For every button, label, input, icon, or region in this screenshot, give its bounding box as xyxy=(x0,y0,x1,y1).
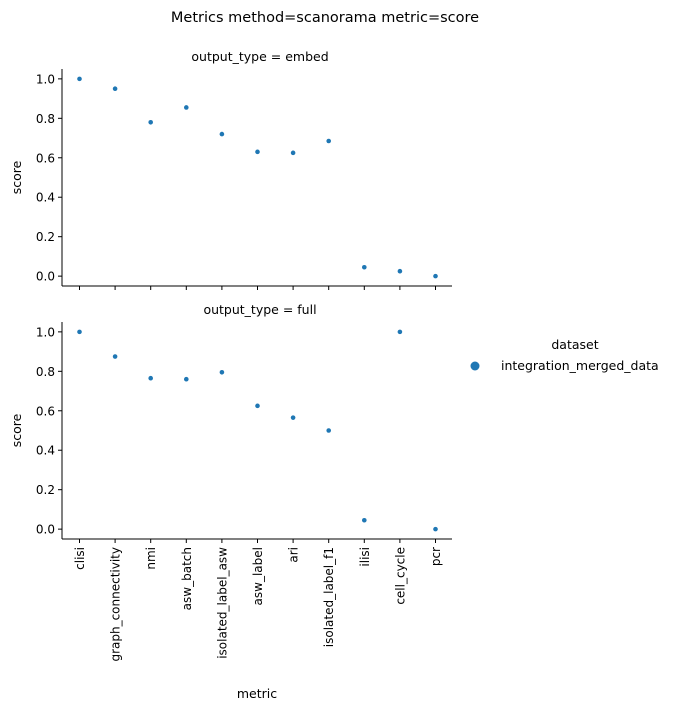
x-tick-label: isolated_label_f1 xyxy=(322,547,336,647)
data-point xyxy=(184,376,189,382)
facet-title: output_type = embed xyxy=(191,49,328,64)
x-axis-tick-labels: clisi graph_connectivity nmi asw_batch isola… xyxy=(73,547,443,662)
y-tick-label: 0.4 xyxy=(36,191,55,205)
y-tick-label: 0.6 xyxy=(36,404,55,418)
y-tick-label: 0.6 xyxy=(36,151,55,165)
data-point xyxy=(362,517,367,523)
data-point xyxy=(77,76,82,82)
data-point xyxy=(397,268,403,274)
legend-title: dataset xyxy=(551,337,598,352)
x-tick-label: asw_label xyxy=(251,547,265,605)
legend: dataset integration_merged_data xyxy=(470,337,659,373)
x-tick-label: nmi xyxy=(144,547,158,570)
data-point xyxy=(255,149,260,155)
x-tick-label: asw_batch xyxy=(180,547,194,610)
y-tick-label: 0.0 xyxy=(36,523,55,537)
y-tick-label: 0.2 xyxy=(36,483,55,497)
x-tick-label: ilisi xyxy=(358,547,372,567)
data-point xyxy=(219,370,225,375)
data-point xyxy=(112,354,118,359)
y-tick-label: 1.0 xyxy=(36,72,55,86)
data-point xyxy=(148,119,153,125)
data-point xyxy=(219,131,225,137)
data-point xyxy=(397,329,403,335)
x-tick-label: cell_cycle xyxy=(393,547,407,605)
x-tick-label: ari xyxy=(287,547,301,563)
y-axis-label: score xyxy=(9,413,24,447)
data-point xyxy=(290,150,296,156)
y-tick-label: 0.0 xyxy=(36,270,55,284)
x-tick-label: graph_connectivity xyxy=(109,547,123,662)
data-point xyxy=(255,403,260,409)
y-tick-label: 0.8 xyxy=(36,112,55,126)
data-point xyxy=(433,526,438,532)
y-tick-label: 0.8 xyxy=(36,365,55,379)
x-tick-label: pcr xyxy=(429,547,443,566)
facet-panels: output_type = embed 0.0 0.2 0.4 0.6 0.8 1.0 sco… xyxy=(9,49,452,543)
x-axis-label: metric xyxy=(237,686,277,701)
facet-panel: output_type = embed 0.0 0.2 0.4 0.6 0.8 1.0 sco… xyxy=(9,49,452,290)
x-tick-label: isolated_label_asw xyxy=(215,547,229,659)
y-tick-label: 1.0 xyxy=(36,325,55,339)
data-point xyxy=(77,329,82,335)
data-point xyxy=(184,105,189,110)
legend-marker xyxy=(470,361,480,371)
data-point xyxy=(326,138,332,144)
data-point xyxy=(433,273,438,279)
legend-entry-label: integration_merged_data xyxy=(501,358,659,373)
figure-title: Metrics method=scanorama metric=score xyxy=(171,10,479,26)
y-tick-label: 0.2 xyxy=(36,230,55,244)
y-tick-label: 0.4 xyxy=(36,444,55,458)
x-tick-label: clisi xyxy=(73,547,87,570)
data-point xyxy=(362,264,367,270)
data-point xyxy=(112,86,118,92)
data-point xyxy=(290,415,296,420)
data-point xyxy=(148,375,153,381)
facet-title: output_type = full xyxy=(203,302,316,317)
data-point xyxy=(326,428,332,433)
y-axis-label: score xyxy=(9,160,24,194)
facet-panel: output_type = full 0.0 0.2 0.4 0.6 0.8 1.0 scor… xyxy=(9,302,452,543)
